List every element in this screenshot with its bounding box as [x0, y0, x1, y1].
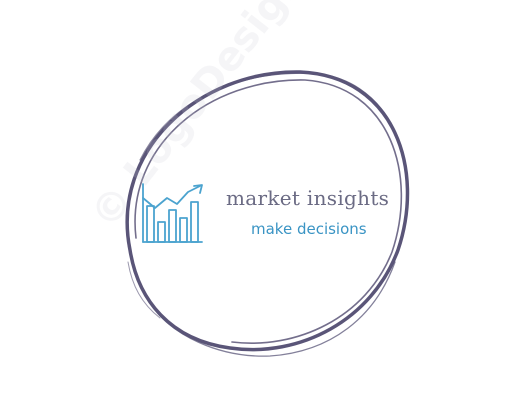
bar-chart-growth-icon	[142, 183, 203, 243]
brand-name: market insights	[226, 186, 390, 210]
tagline: make decisions	[251, 220, 367, 238]
